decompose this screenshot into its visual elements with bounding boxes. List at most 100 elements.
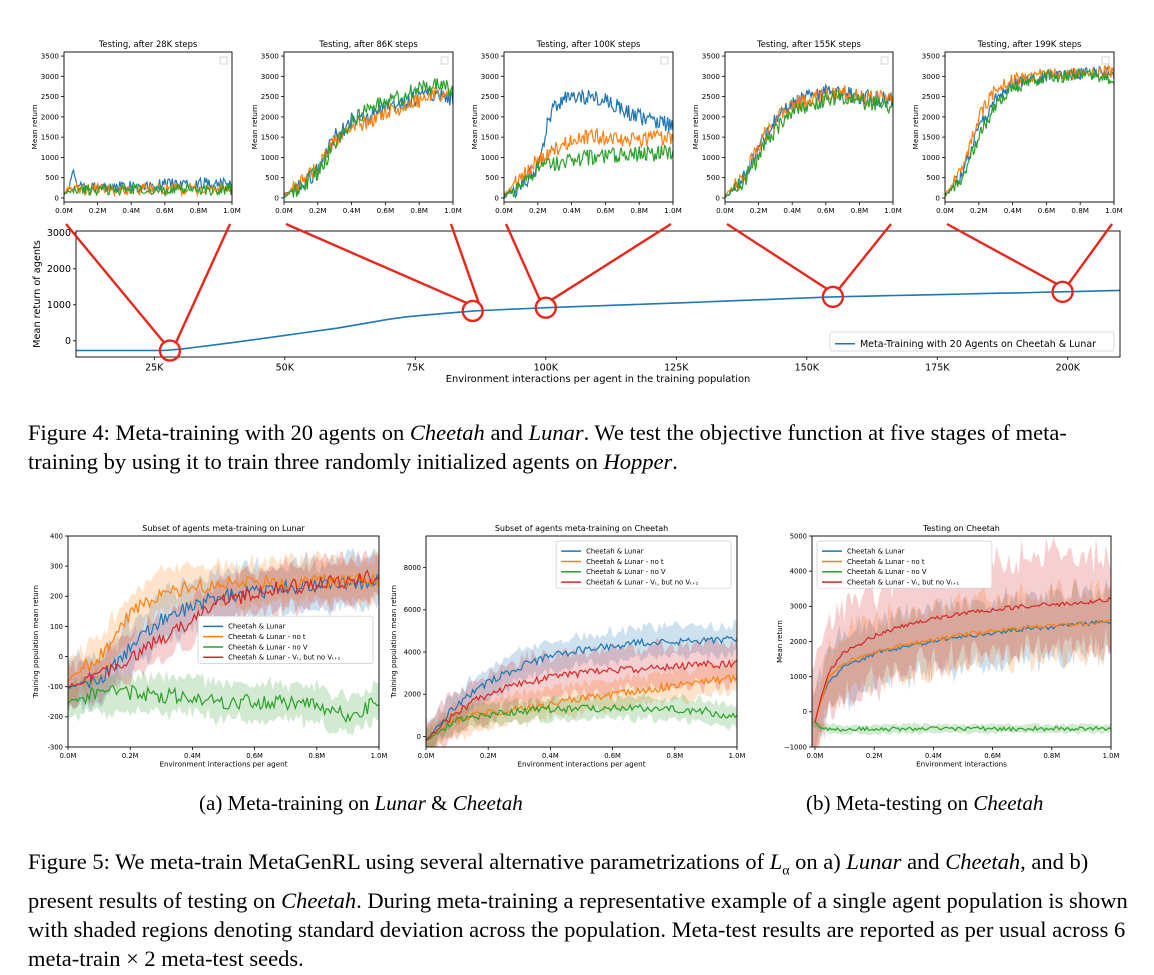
y-tick-label: 0 <box>417 733 421 741</box>
y-tick-label: 2000 <box>790 638 807 646</box>
x-tick-label: 0.0M <box>418 752 435 760</box>
y-tick-label: 2500 <box>261 92 280 101</box>
series-line-green <box>814 721 1111 733</box>
y-tick-label: 0 <box>54 193 59 202</box>
y-tick-label: 3000 <box>702 72 721 81</box>
figure5-caption-text: . During meta-training a representative … <box>28 887 1128 971</box>
x-tick-label: 0.2M <box>480 752 497 760</box>
y-axis-label: Mean return <box>691 104 700 149</box>
subcaption-emph: Cheetah <box>452 791 523 815</box>
legend-box <box>555 540 732 589</box>
x-tick-label: 0.6M <box>817 206 835 215</box>
y-tick-label: 500 <box>926 173 940 182</box>
x-tick-label: 75K <box>406 363 425 374</box>
x-tick-label: 0.2M <box>89 206 107 215</box>
plot-frame <box>944 51 1115 203</box>
chart-5: 0 1000 2000 3000 25K 50K 75K 100K 125K 150K 175K 20… <box>32 228 1121 385</box>
subcaption-emph: Cheetah <box>973 791 1044 815</box>
y-tick-label: 4000 <box>790 568 807 576</box>
chart-title: Testing, after 100K steps <box>536 39 641 49</box>
legend-box <box>829 331 1115 352</box>
plot-frame <box>503 51 674 203</box>
figure4-caption-label: Figure 4: <box>28 420 110 445</box>
x-tick-label: 150K <box>795 363 820 374</box>
figure5-caption-text: on a) <box>789 849 847 874</box>
stage-marker-circle <box>1051 280 1074 304</box>
x-tick-label: 0.0M <box>55 206 73 215</box>
legend-label: Cheetah & Lunar - no t <box>228 633 306 641</box>
x-axis-label: Environment interactions <box>916 760 1007 769</box>
chart-title: Testing, after 86K steps <box>318 39 418 49</box>
zoom-connector-right <box>837 223 892 290</box>
series-line-orange <box>504 127 673 198</box>
y-tick-label: 500 <box>265 173 279 182</box>
x-tick-label: 0.4M <box>542 752 559 760</box>
y-tick-label: 1500 <box>702 133 721 142</box>
figure4-caption-text: Meta-training with 20 agents on <box>109 420 410 445</box>
y-axis-label: Mean return <box>911 104 920 149</box>
legend-box <box>197 615 374 664</box>
x-tick-label: 0.2M <box>750 206 768 215</box>
x-tick-label: 0.2M <box>866 752 883 760</box>
figure5-caption-text: , and b) present results of testing on <box>28 849 1089 913</box>
plot-area <box>812 536 1111 747</box>
y-tick-label: -200 <box>48 713 63 721</box>
series-line-green <box>284 78 453 198</box>
stage-marker-circle <box>158 339 182 362</box>
y-axis-label: Mean return of agents <box>32 240 43 348</box>
zoom-connector-right <box>1067 223 1113 285</box>
plot-area <box>284 78 453 198</box>
std-band-red <box>426 631 737 747</box>
legend-label: Cheetah & Lunar - no t <box>586 558 664 566</box>
series-line-orange <box>814 618 1111 723</box>
x-tick-label: 0.8M <box>190 206 208 215</box>
y-tick-label: 8000 <box>404 564 421 572</box>
x-tick-label: 0.6M <box>246 752 263 760</box>
y-tick-label: 0 <box>715 193 720 202</box>
std-band-blue <box>426 618 737 747</box>
y-tick-label: 3500 <box>41 52 60 61</box>
y-axis-label: Mean return <box>30 104 39 149</box>
series-line-green <box>725 89 893 198</box>
x-tick-label: 0.6M <box>604 752 621 760</box>
x-tick-label: 0.4M <box>783 206 801 215</box>
series-line-green <box>68 684 379 724</box>
y-tick-label: 2000 <box>41 112 60 121</box>
y-tick-label: −1000 <box>784 743 807 751</box>
figure4-caption: Figure 4: Meta-training with 20 agents o… <box>28 418 1128 476</box>
zoom-connector-right <box>449 223 480 304</box>
y-tick-label: 0 <box>65 336 71 347</box>
legend-label: Cheetah & Lunar - no V <box>847 568 927 576</box>
x-tick-label: 1.0M <box>444 206 462 215</box>
x-tick-label: 0.0M <box>60 752 77 760</box>
chart-7: 0 2000 4000 6000 8000 0.0M 0.2M 0.4M 0.6M 0.8M 1.0… <box>390 524 745 769</box>
y-tick-label: 500 <box>485 173 499 182</box>
stage-marker-circle <box>534 296 557 319</box>
y-tick-label: 3000 <box>922 72 941 81</box>
stage-marker-circle <box>461 299 484 323</box>
series-line-blue <box>68 572 379 690</box>
plot-area <box>64 168 232 198</box>
chart-6: -300 -200 -100 0 100 200 300 400 0.0M 0.2M 0.4M 0.6… <box>32 524 387 769</box>
x-tick-label: 1.0M <box>884 206 902 215</box>
y-tick-label: 2500 <box>702 92 721 101</box>
y-tick-label: 2000 <box>702 112 721 121</box>
y-axis-label: Mean return <box>470 104 479 149</box>
y-tick-label: 2000 <box>47 264 71 275</box>
y-tick-label: -100 <box>48 683 63 691</box>
y-tick-label: 3000 <box>47 228 71 239</box>
y-tick-label: 2000 <box>404 691 421 699</box>
y-axis-label: Training population mean return <box>32 585 40 699</box>
y-tick-label: 1000 <box>922 153 941 162</box>
x-tick-label: 0.6M <box>984 752 1001 760</box>
series-line-red <box>68 569 379 688</box>
zoom-connector-left <box>65 223 165 344</box>
plot-frame <box>63 51 233 203</box>
subcaption-text: (a) Meta-training on <box>199 791 375 815</box>
plot-frame <box>283 51 454 203</box>
x-tick-label: 0.6M <box>377 206 395 215</box>
y-tick-label: 3500 <box>481 52 500 61</box>
std-band-blue <box>812 579 1111 747</box>
zoom-connector-left <box>285 222 468 305</box>
y-axis-label: Mean return <box>776 620 784 663</box>
